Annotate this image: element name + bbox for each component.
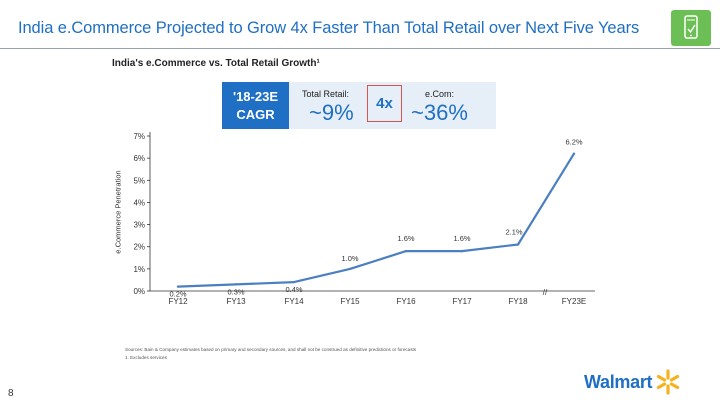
title-divider [0, 48, 720, 49]
data-point [572, 152, 576, 155]
spark-ray [657, 382, 667, 390]
page-number: 8 [8, 388, 14, 399]
data-point [460, 249, 464, 253]
x-tick-label: FY15 [340, 297, 360, 306]
series-line [177, 153, 575, 288]
cagr-period: '18-23E [232, 89, 278, 104]
walmart-logo: Walmart [584, 368, 681, 396]
source-note: Sources: Bain & Company estimates based … [125, 347, 417, 352]
data-label: 2.1% [505, 228, 522, 237]
data-label: 1.6% [453, 234, 470, 243]
cagr-label: CAGR [236, 107, 275, 122]
x-tick-label: FY16 [396, 297, 416, 306]
data-label: 0.2% [169, 290, 186, 299]
y-tick-label: 3% [133, 221, 145, 230]
spark-ray [670, 382, 680, 390]
data-label: 1.0% [341, 254, 358, 263]
total-retail-label: Total Retail: [302, 89, 350, 99]
x-tick-label: FY23E [562, 297, 586, 306]
y-tick-label: 5% [133, 176, 145, 185]
y-tick-label: 6% [133, 154, 145, 163]
page-title: India e.Commerce Projected to Grow 4x Fa… [18, 19, 640, 37]
spark-ray [657, 374, 667, 382]
ecom-cagr: ~36% [411, 100, 468, 125]
data-label: 1.6% [397, 234, 414, 243]
axis-break-mark: // [543, 288, 548, 297]
data-label: 6.2% [565, 138, 582, 147]
x-tick-label: FY13 [226, 297, 246, 306]
x-tick-label: FY14 [284, 297, 304, 306]
services-note: 1. Excludes services [125, 355, 167, 360]
x-tick-label: FY18 [508, 297, 528, 306]
mobile-phone-icon [671, 10, 711, 46]
logo-wordmark: Walmart [584, 371, 653, 392]
data-point [404, 249, 408, 253]
chart-subtitle: India's e.Commerce vs. Total Retail Grow… [112, 58, 320, 69]
footnotes: Sources: Bain & Company estimates based … [125, 346, 416, 362]
data-point [348, 267, 352, 271]
spark-ray [670, 374, 680, 382]
y-tick-label: 1% [133, 265, 145, 274]
data-label: 0.4% [285, 285, 302, 294]
y-tick-label: 7% [133, 132, 145, 141]
spark-icon [657, 369, 680, 395]
data-label: 0.3% [227, 287, 244, 296]
total-retail-cagr: ~9% [309, 100, 354, 125]
growth-multiple-badge: 4x [367, 85, 402, 122]
y-tick-label: 2% [133, 243, 145, 252]
x-tick-label: FY17 [452, 297, 472, 306]
data-point [234, 283, 238, 286]
cagr-period-box: '18-23E CAGR [222, 82, 289, 129]
data-point [516, 243, 520, 246]
x-tick-label: FY12 [168, 297, 188, 306]
data-point [292, 280, 296, 284]
y-tick-label: 0% [133, 287, 145, 296]
y-tick-label: 4% [133, 198, 145, 207]
ecom-label: e.Com: [425, 89, 455, 99]
data-point [176, 285, 180, 288]
